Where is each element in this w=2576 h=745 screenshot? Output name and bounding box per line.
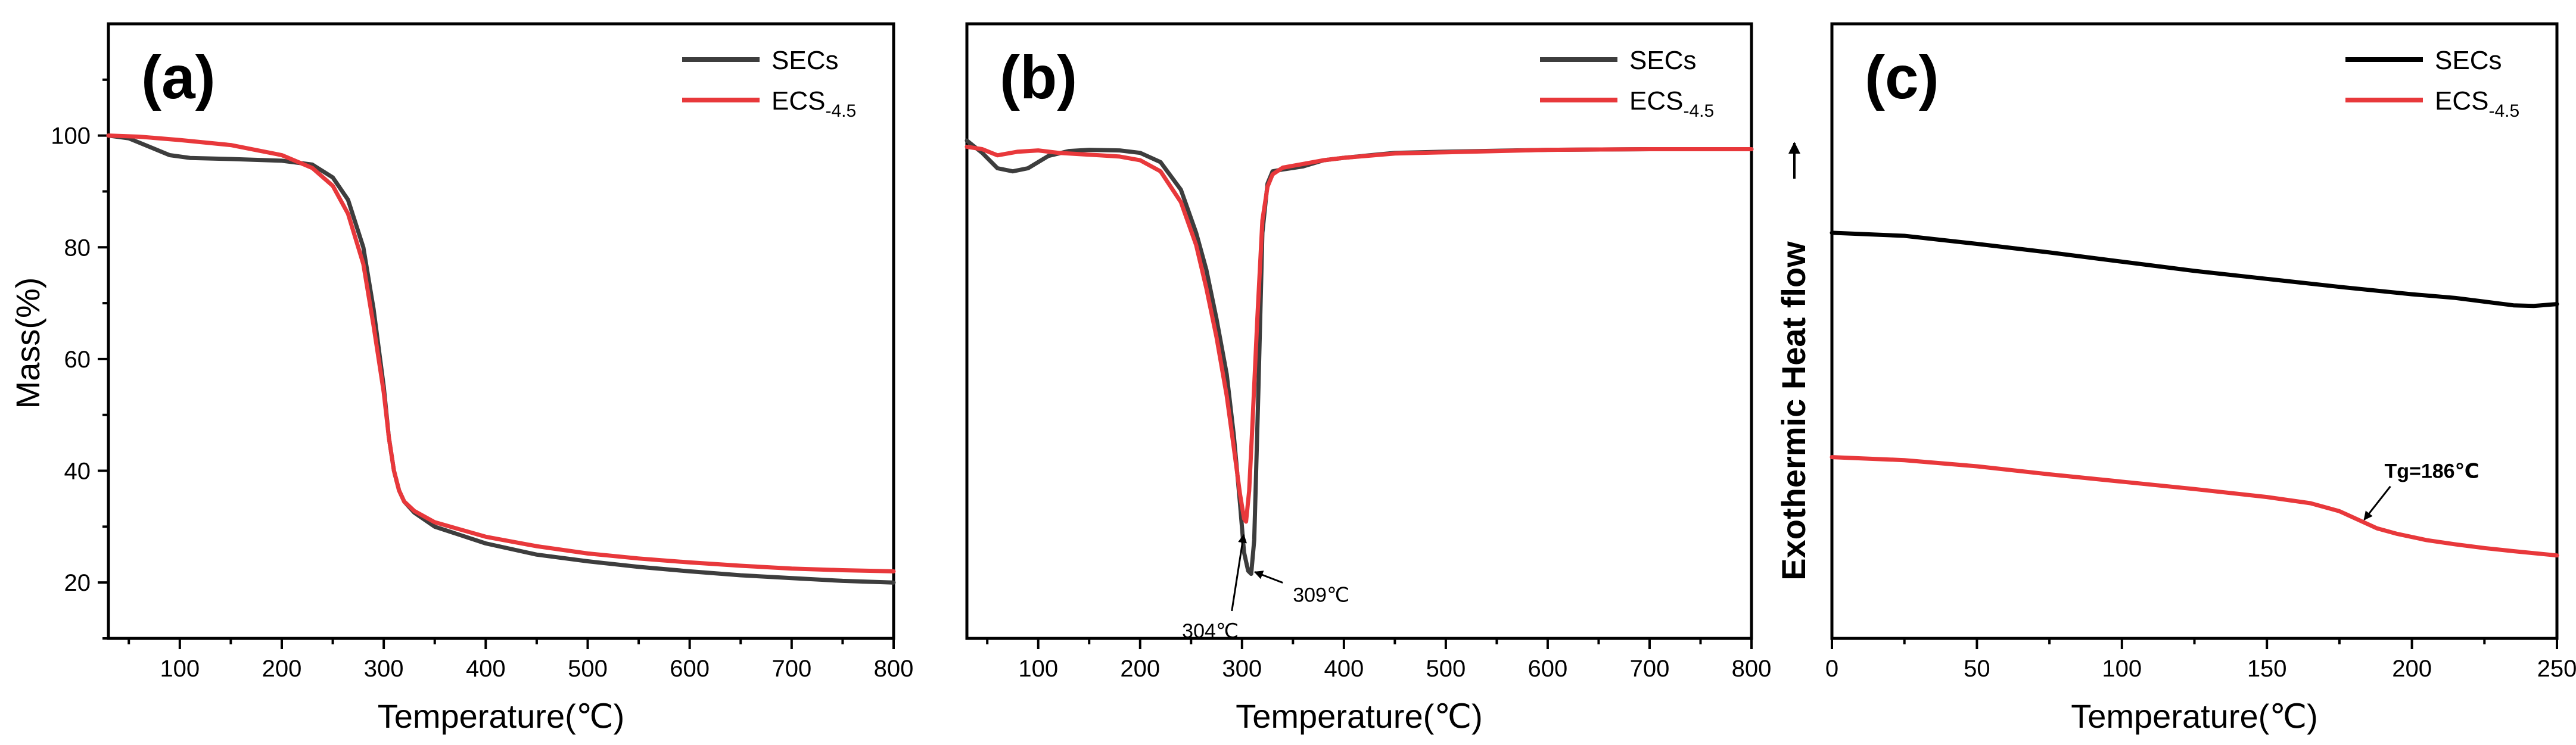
series-line-secs [1830,230,2559,308]
y-axis-label: Exothermic Heat flow [1775,241,1812,581]
legend-label: ECS-4.5 [771,86,856,121]
x-axis-label: Temperature(℃) [1236,697,1483,735]
x-tick-label: 500 [568,656,608,682]
legend-label-main: SECs [1629,46,1696,75]
x-tick-label: 100 [2102,656,2142,682]
panel-label: (a) [141,43,216,111]
x-tick-label: 200 [2392,656,2432,682]
legend-label-main: SECs [2435,46,2502,75]
series-line-ecs-4-5 [1830,455,2559,558]
x-tick-label: 200 [1120,656,1160,682]
x-axis-label: Temperature(℃) [378,697,625,735]
y-tick-label: 20 [64,570,91,596]
y-tick-label: 40 [64,459,91,485]
panel-a: 100 200 300 400 500 600 700 800 20 40 60 80 100 Tempe… [9,22,914,735]
x-tick-label: 300 [1222,656,1262,682]
x-tick-label: 800 [874,656,914,682]
legend-label-main: SECs [771,46,838,75]
x-tick-label: 400 [466,656,506,682]
x-tick-label: 150 [2247,656,2287,682]
series-line-secs [106,133,896,585]
annotation-label: Tg=186℃ [2384,460,2479,483]
annotation-arrow [2363,485,2391,520]
legend-label-subscript: -4.5 [2488,101,2519,121]
x-tick-label: 200 [262,656,302,682]
annotation-arrow [1231,534,1247,612]
legend-label: SECs [2435,46,2502,75]
plot-frame [965,22,1753,640]
y-tick-label: 80 [64,235,91,261]
panel-label: (c) [1865,43,1939,111]
x-tick-label: 100 [160,656,200,682]
x-tick-label: 600 [670,656,710,682]
annotation-label: 309℃ [1293,584,1349,606]
legend-label-main: ECS [2435,86,2488,116]
legend-label-subscript: -4.5 [825,101,856,121]
panel-c: 0 50 100 150 200 250 Temperature(℃) Exothermic … [1775,22,2576,735]
legend-label: ECS-4.5 [2435,86,2519,121]
x-tick-label: 700 [1630,656,1670,682]
x-tick-label: 600 [1528,656,1568,682]
legend-label-main: ECS [1629,86,1683,116]
plot-frame [1830,22,2559,640]
x-tick-label: 300 [364,656,404,682]
series-line-secs [965,138,1754,576]
x-tick-label: 700 [771,656,811,682]
series-line-ecs-4-5 [106,133,896,573]
legend-label-main: ECS [771,86,825,116]
series-line-ecs-4-5 [965,144,1754,524]
annotation-arrow [1253,571,1283,584]
x-tick-label: 400 [1324,656,1364,682]
panel-b: 100 200 300 400 500 600 700 800 Temperature(℃) (b… [965,22,1772,735]
plot-frame [107,22,895,640]
legend-label: SECs [771,46,838,75]
legend-label: SECs [1629,46,1696,75]
x-axis-label: Temperature(℃) [2071,697,2318,735]
y-axis-label: Mass(%) [9,278,46,409]
x-tick-label: 500 [1426,656,1466,682]
panel-label: (b) [1000,43,1077,111]
annotation-label: 304℃ [1182,620,1239,643]
x-tick-label: 0 [1825,656,1838,682]
x-tick-label: 100 [1018,656,1058,682]
y-tick-label: 60 [64,347,91,373]
legend-label: ECS-4.5 [1629,86,1714,121]
x-tick-label: 50 [1964,656,1990,682]
legend-label-subscript: -4.5 [1683,101,1714,121]
x-tick-label: 800 [1732,656,1772,682]
x-tick-label: 250 [2537,656,2576,682]
y-tick-label: 100 [51,123,91,149]
